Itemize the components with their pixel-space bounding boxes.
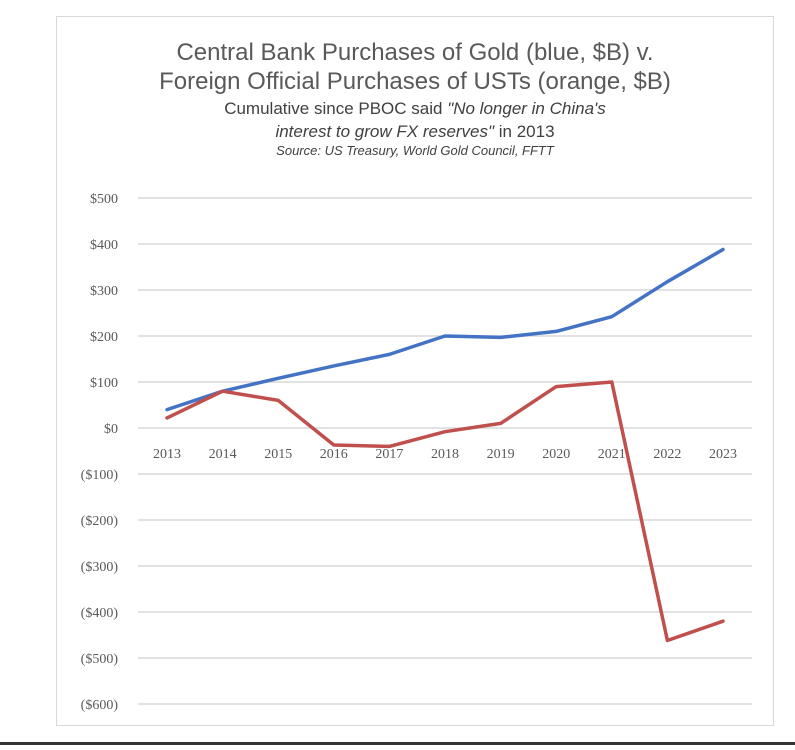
y-tick-label: $300 [90, 284, 118, 299]
y-tick-label: ($400) [81, 606, 119, 621]
x-tick-label: 2013 [153, 447, 181, 462]
chart-title-line-1: Central Bank Purchases of Gold (blue, $B… [176, 39, 654, 66]
x-tick-label: 2023 [709, 447, 737, 462]
y-tick-label: ($200) [81, 514, 119, 529]
y-tick-label: $100 [90, 376, 118, 391]
x-tick-label: 2019 [487, 447, 515, 462]
y-tick-label: ($300) [81, 560, 119, 575]
subtitle-part-a: Cumulative since PBOC said [224, 99, 448, 118]
x-tick-label: 2016 [320, 447, 348, 462]
y-tick-label: $0 [104, 422, 118, 437]
x-tick-label: 2017 [375, 447, 403, 462]
x-tick-label: 2015 [264, 447, 292, 462]
y-tick-label: $200 [90, 330, 118, 345]
series-line-gold [165, 247, 725, 412]
chart-subtitle-line-2: interest to grow FX reserves" in 2013 [56, 121, 774, 142]
subtitle-part-b: "No longer in China's [447, 99, 606, 118]
y-tick-label: ($500) [81, 652, 119, 667]
x-tick-label: 2018 [431, 447, 459, 462]
y-tick-label: $400 [90, 238, 118, 253]
chart-titles: Central Bank Purchases of Gold (blue, $B… [56, 38, 774, 159]
series-line-usts [165, 380, 725, 643]
y-tick-label: $500 [90, 192, 118, 207]
y-tick-label: ($100) [81, 468, 119, 483]
x-tick-label: 2022 [653, 447, 681, 462]
y-tick-label: ($600) [81, 698, 119, 713]
chart-source: Source: US Treasury, World Gold Council,… [276, 143, 554, 158]
chart-subtitle-line-1: Cumulative since PBOC said "No longer in… [56, 98, 774, 119]
x-tick-label: 2020 [542, 447, 570, 462]
x-tick-label: 2021 [598, 447, 626, 462]
x-tick-label: 2014 [209, 447, 237, 462]
chart-frame [56, 16, 774, 726]
bottom-rule [0, 742, 795, 745]
subtitle-part-d: in 2013 [494, 122, 555, 141]
chart-title-line-2: Foreign Official Purchases of USTs (oran… [159, 68, 671, 95]
subtitle-part-c: interest to grow FX reserves" [275, 122, 495, 141]
